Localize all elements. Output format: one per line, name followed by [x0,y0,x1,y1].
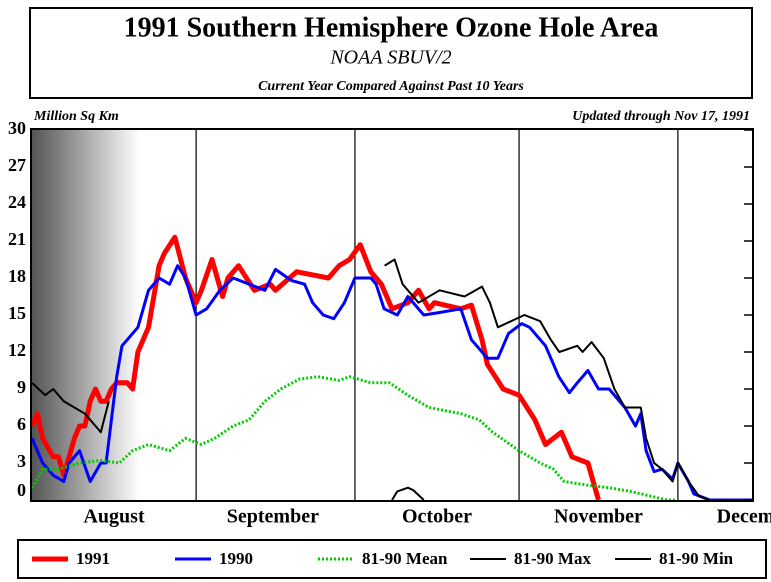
legend-label: 81-90 Mean [362,549,448,568]
y-tick-label: 18 [8,266,26,286]
x-tick-label: December [717,506,771,528]
y-tick-label: 3 [17,451,26,471]
y-tick-label: 24 [8,192,26,212]
legend-label: 1991 [76,549,110,568]
subtitle: NOAA SBUV/2 [329,47,451,69]
annotation: Updated through Nov 17, 1991 [572,109,750,124]
y-axis-label: Million Sq Km [33,109,119,124]
y-tick-label: 6 [17,414,26,434]
x-tick-label: September [227,506,319,528]
x-tick-label: August [83,506,144,528]
x-tick-label: October [402,506,472,528]
chart-title: 1991 Southern Hemisphere Ozone Hole Area [124,12,659,43]
plot-frame [30,128,754,502]
y-tick-label: 21 [8,229,26,249]
series-line [32,375,678,500]
y-tick-label: 15 [8,303,26,323]
y-tick-label: 27 [8,155,26,175]
shading [32,130,140,500]
y-tick-label: 0 [17,480,26,500]
legend-label: 81-90 Max [514,549,591,568]
x-tick-label: November [554,506,643,528]
caption: Current Year Compared Against Past 10 Ye… [258,79,524,94]
y-tick-label: 30 [8,118,26,138]
series-line [32,258,710,500]
series-line [391,486,425,500]
series-line [32,264,752,500]
legend-label: 81-90 Min [659,549,734,568]
legend-label: 1990 [219,549,253,568]
y-tick-label: 9 [17,377,26,397]
series-line [32,234,601,500]
legend-box [17,539,767,579]
title-box [29,7,753,99]
y-tick-label: 12 [8,340,26,360]
